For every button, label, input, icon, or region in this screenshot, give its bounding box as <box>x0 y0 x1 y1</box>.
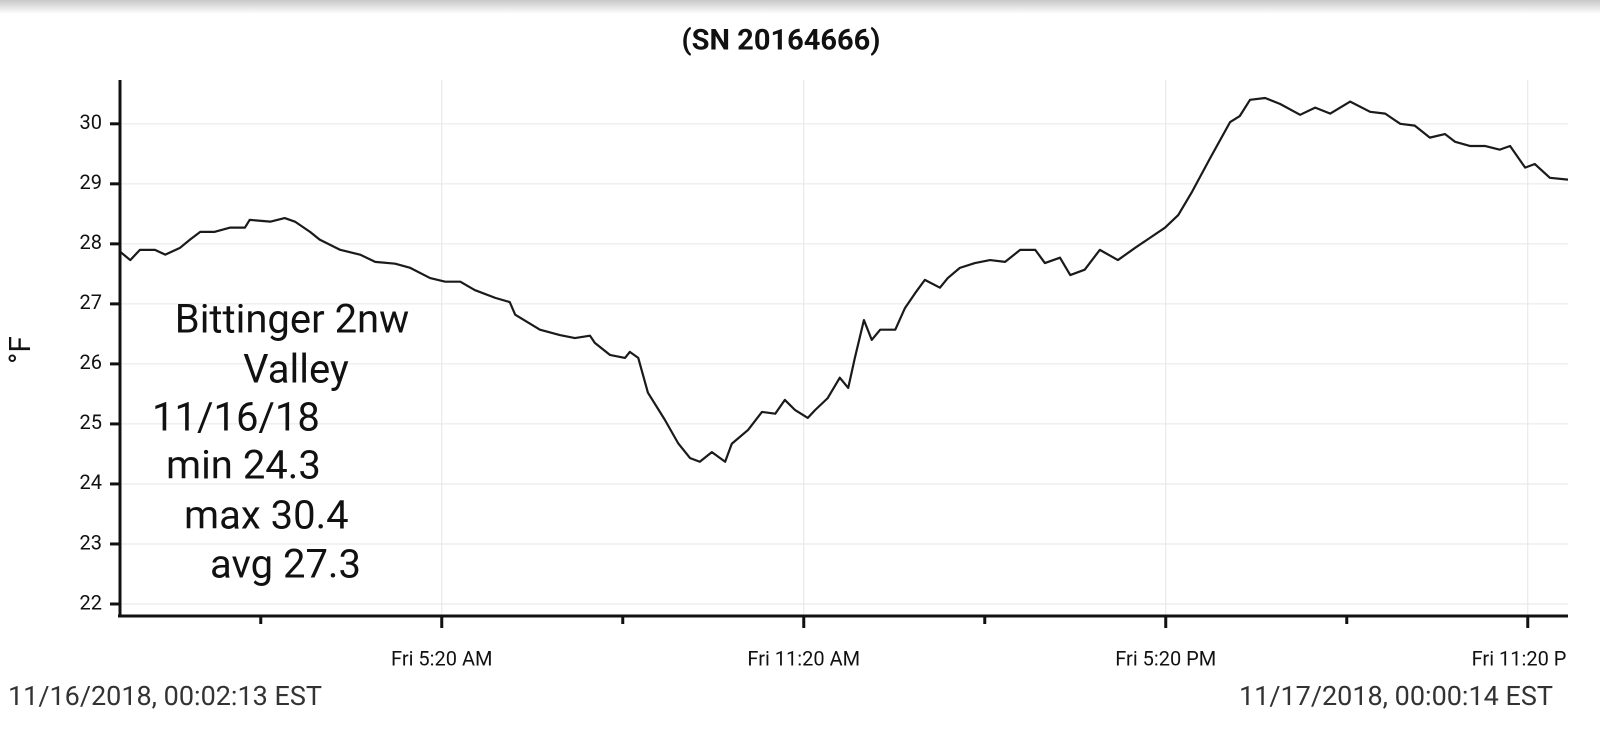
annotation: Valley <box>243 346 349 393</box>
y-tick-label: 27 <box>80 290 102 314</box>
data-line <box>119 96 1568 463</box>
y-tick-label: 26 <box>80 350 102 374</box>
start-time: 11/16/2018, 00:02:13 EST <box>8 680 322 712</box>
annotation: 11/16/18 <box>152 394 320 441</box>
top-shadow <box>0 0 1600 14</box>
y-tick-label: 24 <box>80 470 102 494</box>
x-tick-label: Fri 5:20 AM <box>391 646 492 670</box>
annotation: avg 27.3 <box>210 541 361 588</box>
y-tick-label: 22 <box>80 590 102 614</box>
x-tick-label: Fri 11:20 AM <box>747 646 860 670</box>
y-tick-label: 30 <box>80 110 102 134</box>
plot: Fri 5:20 AM Fri 11:20 AM Fri 5:20 PM Fri 11… <box>110 80 1584 670</box>
end-time: 11/17/2018, 00:00:14 EST <box>1239 680 1553 712</box>
annotation: min 24.3 <box>166 442 321 489</box>
y-tick-label: 25 <box>80 410 102 434</box>
y-tick-label: 28 <box>80 230 102 254</box>
annotation: max 30.4 <box>184 492 349 539</box>
y-tick-label: 29 <box>80 170 102 194</box>
x-tick-label: Fri 5:20 PM <box>1115 646 1216 670</box>
y-tick-label: 23 <box>80 530 102 554</box>
y-axis-label: °F <box>3 336 38 364</box>
x-tick-label: Fri 11:20 PM <box>1472 646 1584 670</box>
annotation: Bittinger 2nw <box>175 296 409 343</box>
chart-title: (SN 20164666) <box>682 24 881 58</box>
